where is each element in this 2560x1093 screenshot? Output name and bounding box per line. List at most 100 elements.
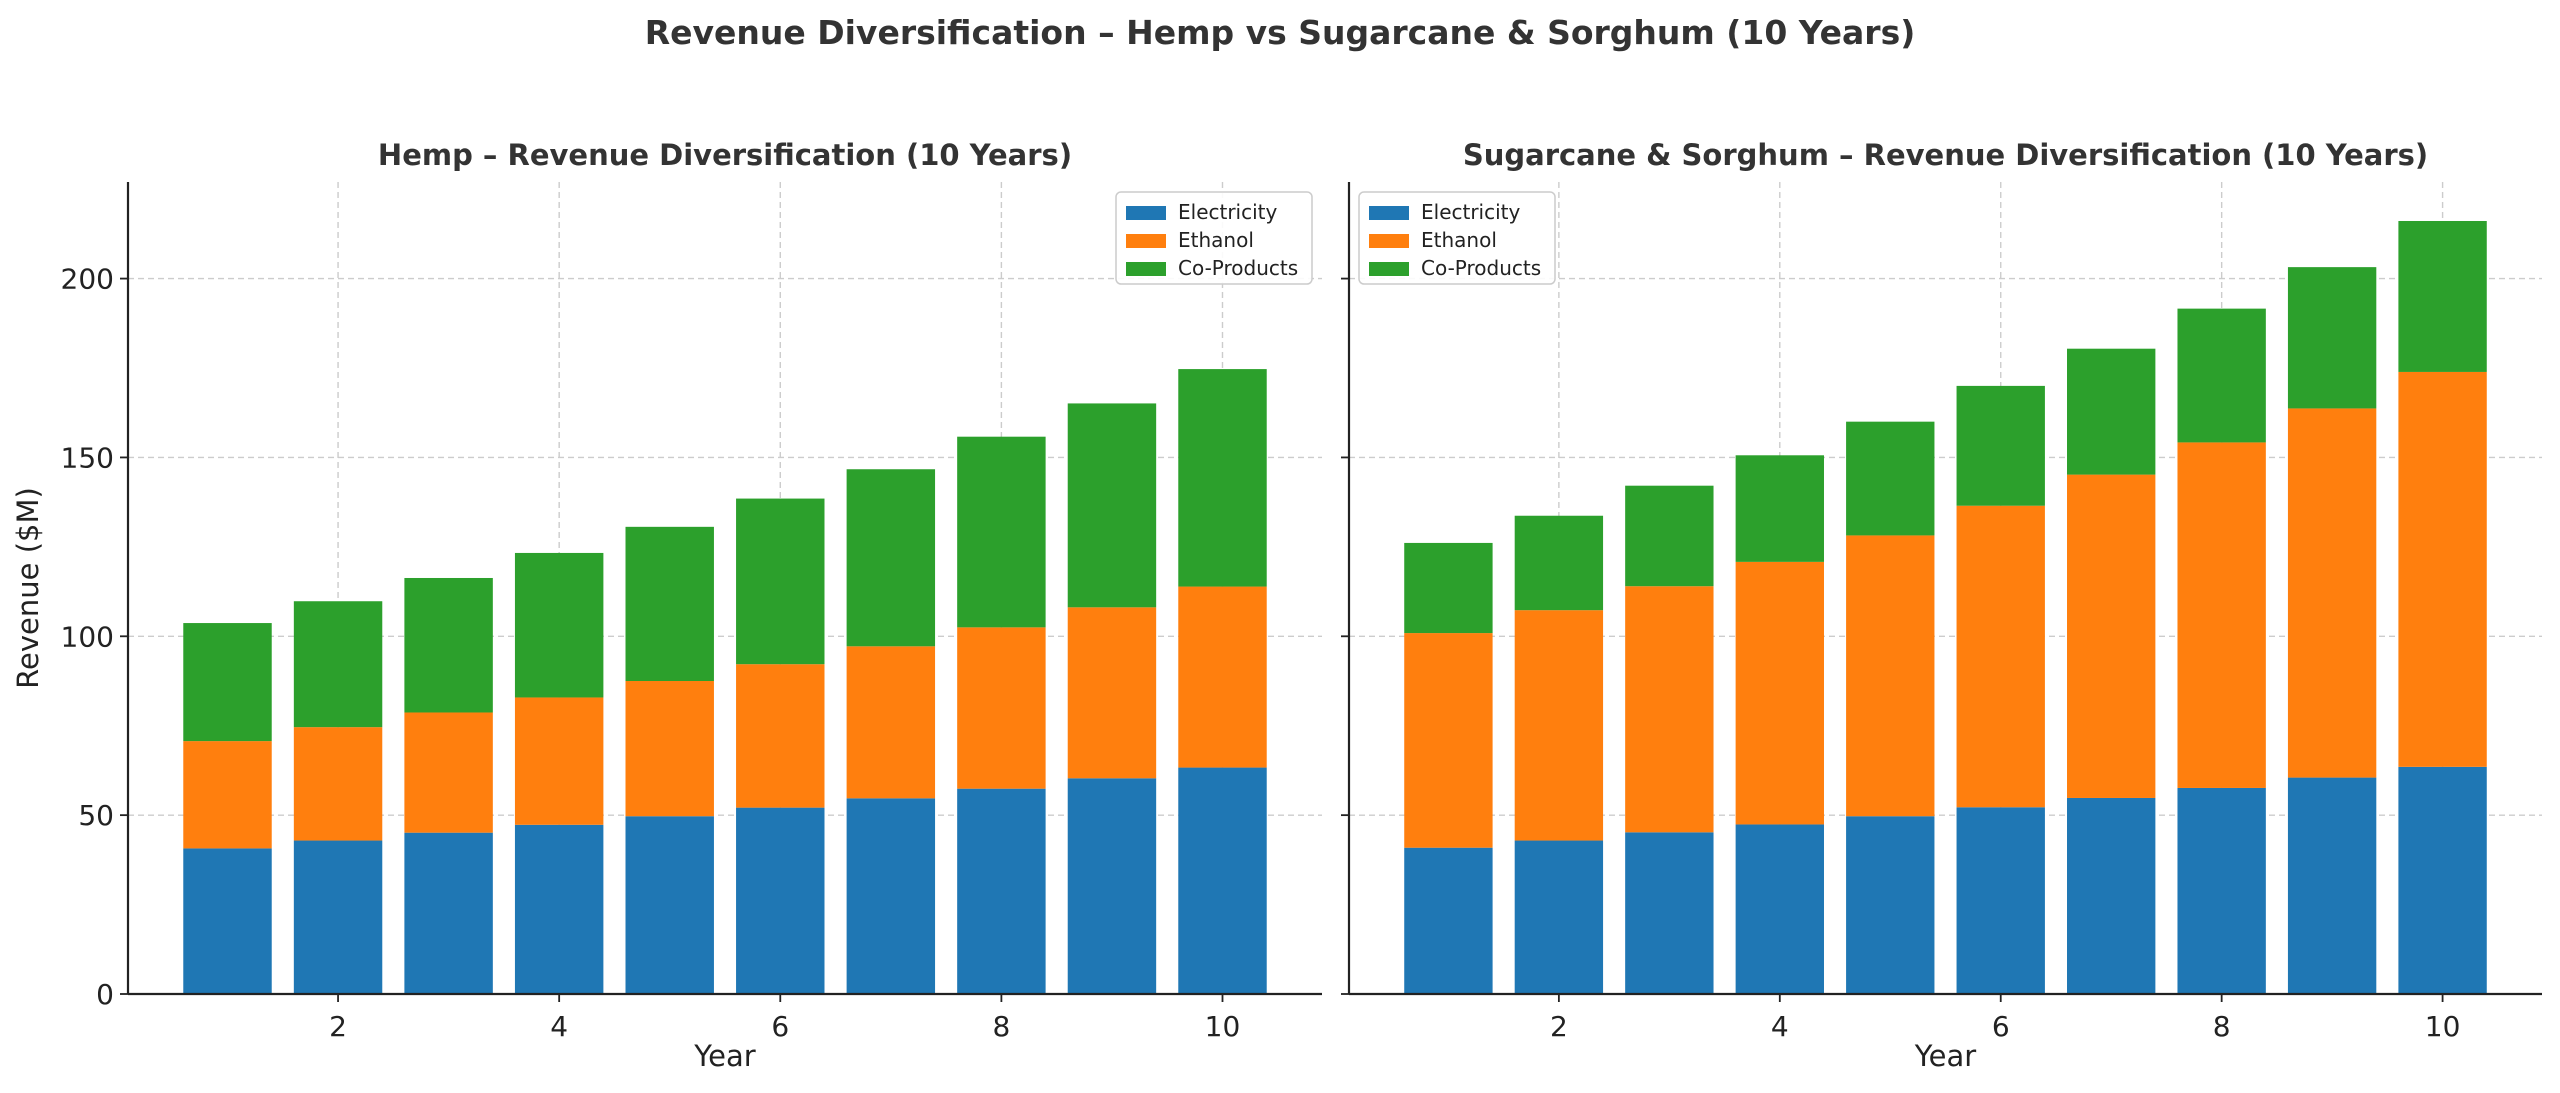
bar-ethanol-year-4 bbox=[514, 697, 604, 825]
bar-ethanol-year-1 bbox=[183, 741, 272, 849]
x-tick-label: 4 bbox=[1771, 1010, 1789, 1043]
panel-title: Sugarcane & Sorghum – Revenue Diversific… bbox=[1463, 138, 2428, 172]
bar-ethanol-year-5 bbox=[625, 681, 714, 817]
bar-co-products-year-7 bbox=[2067, 348, 2156, 475]
legend-swatch-ethanol bbox=[1126, 234, 1166, 248]
bar-electricity-year-2 bbox=[1514, 840, 1604, 994]
bar-electricity-year-6 bbox=[736, 807, 825, 994]
bar-electricity-year-3 bbox=[404, 832, 493, 994]
bar-electricity-year-1 bbox=[183, 848, 272, 994]
bar-co-products-year-10 bbox=[2398, 220, 2487, 372]
bar-ethanol-year-6 bbox=[1956, 505, 2045, 808]
legend-swatch-co-products bbox=[1369, 262, 1409, 276]
bar-ethanol-year-7 bbox=[846, 646, 936, 799]
bar-co-products-year-2 bbox=[1514, 515, 1604, 611]
x-tick-label: 4 bbox=[550, 1010, 568, 1043]
legend-label-electricity: Electricity bbox=[1421, 200, 1521, 224]
x-axis-label: Year bbox=[693, 1039, 755, 1073]
x-tick-label: 10 bbox=[2425, 1010, 2461, 1043]
bar-co-products-year-9 bbox=[2287, 267, 2377, 409]
bar-electricity-year-2 bbox=[293, 840, 383, 994]
bar-ethanol-year-3 bbox=[1625, 586, 1714, 833]
y-tick-label: 100 bbox=[61, 620, 114, 653]
x-tick-label: 2 bbox=[1550, 1010, 1568, 1043]
bar-ethanol-year-10 bbox=[1178, 586, 1267, 768]
bar-electricity-year-1 bbox=[1404, 847, 1493, 994]
bar-co-products-year-8 bbox=[957, 436, 1046, 628]
bar-electricity-year-5 bbox=[1846, 816, 1935, 994]
y-tick-label: 150 bbox=[61, 441, 114, 474]
bar-co-products-year-8 bbox=[2177, 308, 2266, 443]
x-tick-label: 8 bbox=[992, 1010, 1010, 1043]
y-tick-label: 200 bbox=[61, 263, 114, 296]
bar-ethanol-year-1 bbox=[1404, 633, 1493, 848]
bar-co-products-year-6 bbox=[736, 498, 825, 665]
bar-co-products-year-5 bbox=[625, 526, 714, 682]
legend: Electricity Ethanol Co-Products bbox=[1358, 191, 1556, 285]
bar-ethanol-year-8 bbox=[957, 627, 1046, 789]
bar-electricity-year-10 bbox=[1178, 767, 1267, 994]
bar-ethanol-year-2 bbox=[293, 727, 383, 841]
bar-ethanol-year-8 bbox=[2177, 442, 2266, 788]
bar-co-products-year-2 bbox=[293, 601, 383, 728]
bar-ethanol-year-4 bbox=[1735, 561, 1824, 825]
x-tick-label: 10 bbox=[1205, 1010, 1241, 1043]
bar-electricity-year-4 bbox=[514, 824, 604, 994]
legend-swatch-electricity bbox=[1126, 206, 1166, 220]
legend: Electricity Ethanol Co-Products bbox=[1115, 191, 1313, 285]
bar-co-products-year-9 bbox=[1067, 403, 1157, 608]
legend-swatch-electricity bbox=[1369, 206, 1409, 220]
bar-co-products-year-1 bbox=[183, 623, 272, 742]
panel-title: Hemp – Revenue Diversification (10 Years… bbox=[378, 138, 1072, 172]
x-tick-label: 8 bbox=[2213, 1010, 2231, 1043]
bar-electricity-year-6 bbox=[1956, 807, 2045, 994]
bar-electricity-year-7 bbox=[2067, 797, 2156, 994]
legend-label-co-products: Co-Products bbox=[1421, 256, 1541, 280]
figure-title: Revenue Diversification – Hemp vs Sugarc… bbox=[645, 13, 1916, 52]
legend-swatch-co-products bbox=[1126, 262, 1166, 276]
bar-ethanol-year-9 bbox=[1067, 607, 1157, 779]
sugarcane-sorghum-chart-panel: 2 4 6 8 10 Year Sugarcane & Sorghum – Revenue … bbox=[1341, 138, 2542, 1073]
bar-electricity-year-9 bbox=[1067, 778, 1157, 994]
bar-ethanol-year-2 bbox=[1514, 610, 1604, 841]
bar-co-products-year-4 bbox=[1735, 455, 1824, 562]
bar-co-products-year-1 bbox=[1404, 542, 1493, 634]
legend-label-co-products: Co-Products bbox=[1178, 256, 1298, 280]
x-tick-label: 6 bbox=[771, 1010, 789, 1043]
bars bbox=[1404, 220, 2487, 994]
bar-co-products-year-6 bbox=[1956, 385, 2045, 506]
bar-electricity-year-5 bbox=[625, 816, 714, 994]
bar-electricity-year-10 bbox=[2398, 766, 2487, 994]
y-axis-label: Revenue ($M) bbox=[11, 487, 45, 689]
legend-label-ethanol: Ethanol bbox=[1178, 228, 1254, 252]
bar-ethanol-year-10 bbox=[2398, 371, 2487, 767]
bar-electricity-year-7 bbox=[846, 798, 936, 994]
x-tick-label: 2 bbox=[329, 1010, 347, 1043]
bar-ethanol-year-3 bbox=[404, 712, 493, 833]
bars bbox=[183, 369, 1267, 994]
y-tick-label: 0 bbox=[96, 978, 114, 1011]
bar-ethanol-year-6 bbox=[736, 664, 825, 808]
bar-co-products-year-3 bbox=[1625, 485, 1714, 587]
bar-electricity-year-9 bbox=[2287, 777, 2377, 994]
bar-co-products-year-7 bbox=[846, 469, 936, 647]
legend-swatch-ethanol bbox=[1369, 234, 1409, 248]
x-tick-label: 6 bbox=[1992, 1010, 2010, 1043]
bar-ethanol-year-9 bbox=[2287, 408, 2377, 778]
bar-electricity-year-8 bbox=[2177, 787, 2266, 994]
bar-co-products-year-4 bbox=[514, 552, 604, 698]
bar-electricity-year-3 bbox=[1625, 832, 1714, 994]
bar-electricity-year-8 bbox=[957, 788, 1046, 994]
y-tick-label: 50 bbox=[78, 799, 114, 832]
bar-co-products-year-10 bbox=[1178, 369, 1267, 587]
bar-co-products-year-5 bbox=[1846, 421, 1935, 536]
x-axis-label: Year bbox=[1914, 1039, 1976, 1073]
bar-ethanol-year-5 bbox=[1846, 535, 1935, 817]
bar-co-products-year-3 bbox=[404, 577, 493, 713]
bar-ethanol-year-7 bbox=[2067, 474, 2156, 798]
legend-label-ethanol: Ethanol bbox=[1421, 228, 1497, 252]
legend-label-electricity: Electricity bbox=[1178, 200, 1278, 224]
bar-electricity-year-4 bbox=[1735, 824, 1824, 994]
